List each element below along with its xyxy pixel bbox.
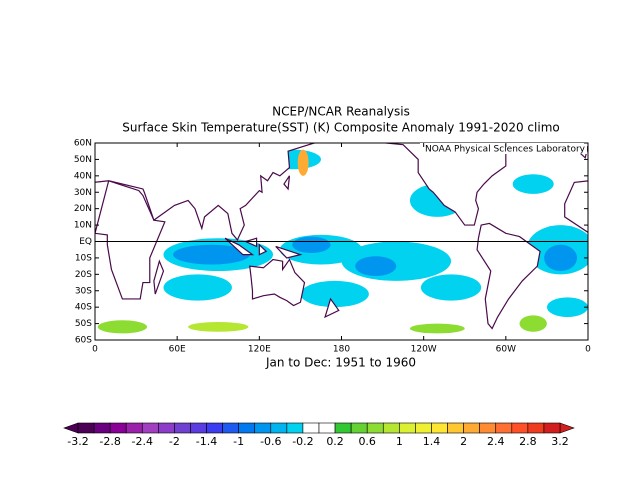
colorbar-label: -1.4 bbox=[196, 435, 217, 448]
latitude-label: 30S bbox=[75, 286, 92, 296]
colorbar-swatch bbox=[141, 422, 159, 434]
latitude-label: 40S bbox=[75, 303, 92, 313]
colorbar-label: -0.6 bbox=[260, 435, 281, 448]
longitude-label: 120W bbox=[411, 345, 437, 355]
latitude-label: 50S bbox=[75, 319, 92, 329]
colorbar-label: 0.2 bbox=[326, 435, 344, 448]
latitude-label: 20N bbox=[74, 204, 92, 214]
colorbar-swatch bbox=[254, 422, 272, 434]
colorbar-label: 2.8 bbox=[519, 435, 537, 448]
colorbar-swatch bbox=[415, 422, 432, 434]
latitude-label: 10N bbox=[74, 221, 92, 231]
colorbar-swatch bbox=[222, 422, 239, 434]
colorbar-swatch bbox=[174, 422, 191, 434]
colorbar-swatch bbox=[190, 422, 207, 434]
colorbar-arrow-left bbox=[63, 422, 79, 434]
colorbar-label: 3.2 bbox=[551, 435, 569, 448]
colorbar-swatch bbox=[495, 422, 513, 434]
latitude-label: 60S bbox=[75, 336, 92, 346]
colorbar-swatch bbox=[334, 422, 352, 434]
colorbar-swatch bbox=[382, 422, 400, 434]
map bbox=[95, 143, 588, 334]
colorbar-swatch bbox=[238, 422, 256, 434]
latitude-label: EQ bbox=[79, 237, 92, 247]
colorbar-swatch bbox=[511, 422, 529, 434]
longitude-labels: 0 60E 120E 180 120W 60W 0 bbox=[92, 143, 591, 355]
colorbar-label: -3.2 bbox=[67, 435, 88, 448]
colorbar-swatch bbox=[302, 422, 320, 434]
colorbar-label: 2 bbox=[460, 435, 467, 448]
colorbar-swatch bbox=[270, 422, 288, 434]
credit: NOAA Physical Sciences Laboratory bbox=[425, 145, 586, 155]
longitude-label: 120E bbox=[248, 345, 271, 355]
colorbar-swatch bbox=[431, 422, 448, 434]
colorbar-swatch bbox=[206, 422, 223, 434]
title: NCEP/NCAR Reanalysis bbox=[272, 105, 410, 119]
latitude-label: 10S bbox=[75, 253, 92, 263]
colorbar-swatch bbox=[527, 422, 545, 434]
latitude-label: 50N bbox=[74, 155, 92, 165]
colorbar-label: 1.4 bbox=[423, 435, 441, 448]
colorbar-swatch bbox=[479, 422, 497, 434]
latitude-label: 30N bbox=[74, 188, 92, 198]
longitude-label: 180 bbox=[333, 345, 350, 355]
colorbar-swatch bbox=[366, 422, 384, 434]
latitude-label: 20S bbox=[75, 270, 92, 280]
colorbar-swatch bbox=[125, 422, 143, 434]
colorbar-swatch bbox=[158, 422, 175, 434]
longitude-label: 60W bbox=[496, 345, 516, 355]
longitude-label: 0 bbox=[585, 345, 591, 355]
latitude-label: 60N bbox=[74, 139, 92, 149]
latitude-labels: 60N 50N 40N 30N 20N 10N EQ 10S 20S 30S 40S 50S 60S bbox=[74, 139, 588, 346]
colorbar-swatch bbox=[77, 422, 95, 434]
subtitle: Surface Skin Temperature(SST) (K) Compos… bbox=[122, 121, 559, 135]
colorbar-swatch bbox=[93, 422, 111, 434]
longitude-label: 0 bbox=[92, 345, 98, 355]
colorbar-swatch bbox=[399, 422, 416, 434]
colorbar-label: -2.4 bbox=[132, 435, 153, 448]
colorbar-label: -2 bbox=[169, 435, 180, 448]
credit-box bbox=[420, 143, 587, 154]
colorbar: -3.2 -2.8 -2.4 -2 -1.4 -1 -0.6 -0.2 0.2 0.6 1 1.4 2 2… bbox=[63, 422, 575, 448]
colorbar-label: -2.8 bbox=[99, 435, 120, 448]
colorbar-swatch bbox=[350, 422, 368, 434]
colorbar-label: 1 bbox=[396, 435, 403, 448]
colorbar-label: -1 bbox=[233, 435, 244, 448]
longitude-label: 60E bbox=[169, 345, 186, 355]
colorbar-swatch bbox=[463, 422, 480, 434]
colorbar-label: 0.6 bbox=[358, 435, 376, 448]
colorbar-arrow-right bbox=[559, 422, 575, 434]
colorbar-swatch bbox=[447, 422, 464, 434]
colorbar-swatch bbox=[543, 422, 561, 434]
colorbar-swatch bbox=[318, 422, 336, 434]
anomaly-field bbox=[97, 149, 588, 334]
colorbar-label: -0.2 bbox=[292, 435, 313, 448]
colorbar-swatch bbox=[109, 422, 127, 434]
colorbar-swatch bbox=[286, 422, 304, 434]
coastlines bbox=[95, 143, 588, 328]
latitude-label: 40N bbox=[74, 171, 92, 181]
colorbar-label: 2.4 bbox=[487, 435, 505, 448]
caption: Jan to Dec: 1951 to 1960 bbox=[265, 356, 416, 370]
